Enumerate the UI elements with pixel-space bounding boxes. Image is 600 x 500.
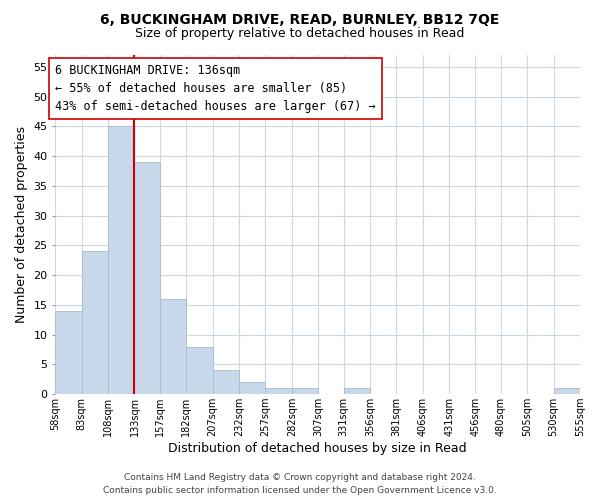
Bar bbox=[160, 299, 186, 394]
Bar bbox=[344, 388, 370, 394]
Bar bbox=[82, 252, 108, 394]
Bar bbox=[239, 382, 265, 394]
Bar bbox=[212, 370, 239, 394]
Text: Size of property relative to detached houses in Read: Size of property relative to detached ho… bbox=[136, 28, 464, 40]
Y-axis label: Number of detached properties: Number of detached properties bbox=[15, 126, 28, 323]
Bar bbox=[265, 388, 292, 394]
Text: Contains HM Land Registry data © Crown copyright and database right 2024.
Contai: Contains HM Land Registry data © Crown c… bbox=[103, 474, 497, 495]
X-axis label: Distribution of detached houses by size in Read: Distribution of detached houses by size … bbox=[169, 442, 467, 455]
Bar bbox=[186, 346, 212, 394]
Bar bbox=[55, 311, 82, 394]
Bar bbox=[108, 126, 134, 394]
Bar bbox=[134, 162, 160, 394]
Text: 6 BUCKINGHAM DRIVE: 136sqm
← 55% of detached houses are smaller (85)
43% of semi: 6 BUCKINGHAM DRIVE: 136sqm ← 55% of deta… bbox=[55, 64, 376, 113]
Bar bbox=[292, 388, 318, 394]
Bar bbox=[554, 388, 580, 394]
Text: 6, BUCKINGHAM DRIVE, READ, BURNLEY, BB12 7QE: 6, BUCKINGHAM DRIVE, READ, BURNLEY, BB12… bbox=[100, 12, 500, 26]
